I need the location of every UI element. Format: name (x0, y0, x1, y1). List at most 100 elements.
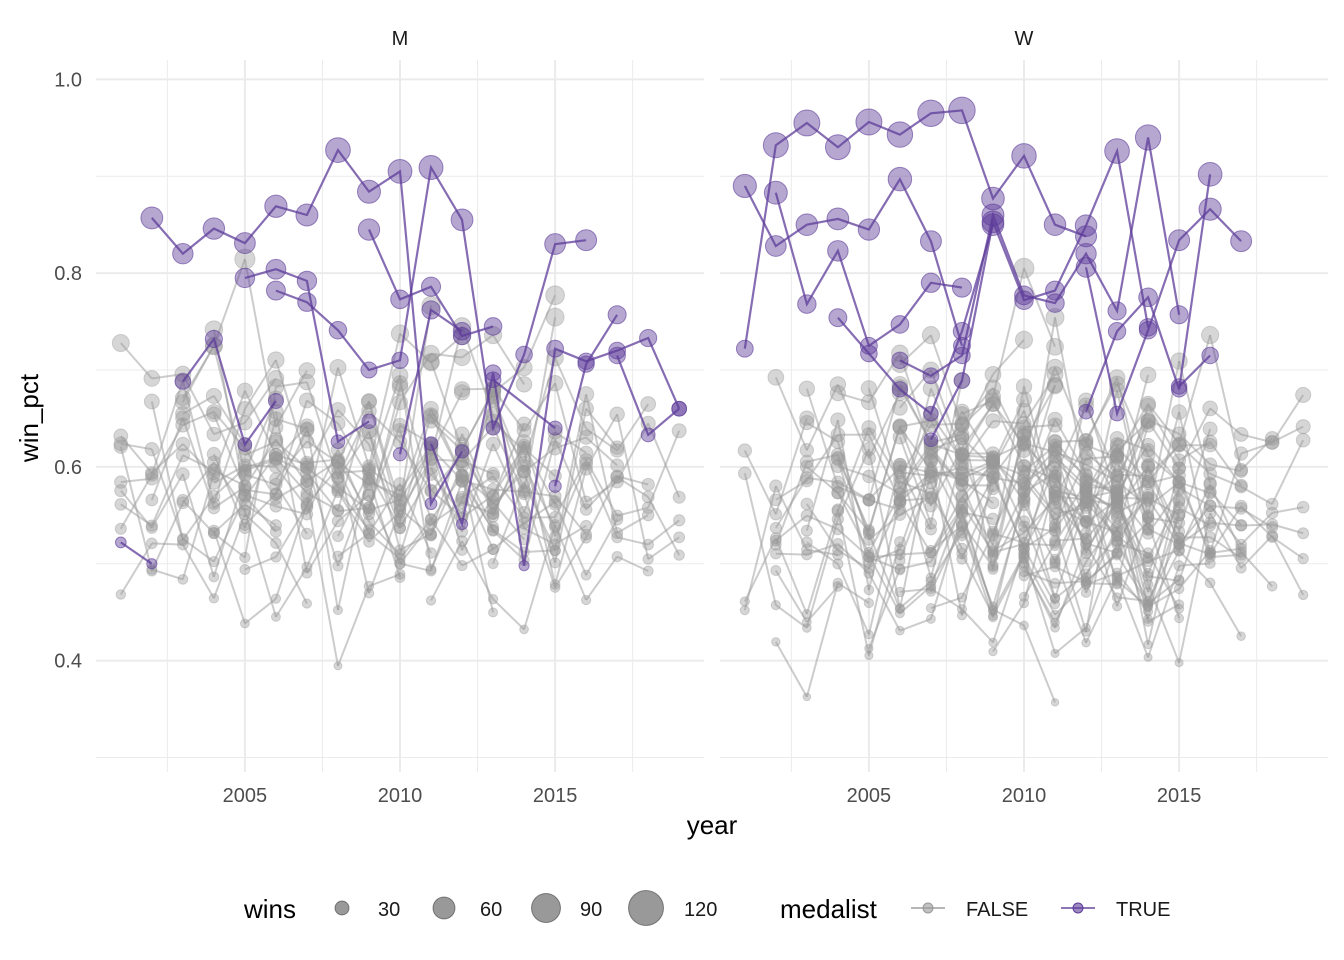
non-medalist-line (585, 519, 619, 576)
non-medalist-line (836, 448, 870, 520)
non-medalist-line (337, 422, 370, 480)
medalist-point (920, 272, 942, 293)
non-medalist-line (182, 499, 215, 534)
non-medalist-line (616, 422, 650, 483)
non-medalist-line (961, 373, 994, 436)
non-medalist-line (585, 459, 619, 517)
non-medalist-line (181, 373, 215, 435)
medalist-point (797, 294, 817, 314)
non-medalist-point (892, 419, 908, 435)
non-medalist-line (1147, 360, 1181, 516)
non-medalist-line (492, 475, 525, 519)
medalist-line (1084, 207, 1242, 418)
non-medalist-line (774, 537, 808, 615)
medalist-line (929, 147, 1150, 441)
non-medalist-line (523, 524, 557, 630)
non-medalist-line (836, 563, 870, 635)
non-medalist-point (268, 451, 283, 466)
non-medalist-point (301, 598, 313, 609)
medalist-point (575, 229, 598, 252)
non-medalist-line (1085, 473, 1118, 496)
non-medalist-line (806, 585, 839, 623)
non-medalist-point (893, 481, 907, 495)
medalist-point (420, 276, 442, 297)
non-medalist-line (430, 480, 463, 572)
medalist-point (387, 159, 413, 184)
non-medalist-line (1054, 418, 1087, 475)
non-medalist-point (832, 549, 844, 561)
non-medalist-line (1240, 507, 1273, 529)
medalist-point (424, 497, 438, 511)
non-medalist-line (523, 445, 556, 505)
x-tick-label: 2005 (223, 785, 268, 807)
medalist-point (328, 321, 348, 340)
medalist-point (267, 393, 284, 409)
non-medalist-line (1209, 407, 1242, 436)
non-medalist-line (1023, 424, 1056, 429)
color-legend-point (922, 902, 934, 914)
y-tick-label: 1.0 (54, 69, 82, 91)
non-medalist-line (1240, 485, 1273, 506)
medalist-point (795, 213, 819, 236)
non-medalist-line (399, 532, 432, 551)
non-medalist-line (461, 548, 494, 567)
medalist-point (922, 367, 940, 385)
non-medalist-point (1173, 544, 1185, 556)
non-medalist-line (867, 568, 901, 649)
medalist-line (743, 176, 964, 347)
medalist-point (546, 339, 564, 358)
non-medalist-line (337, 585, 370, 667)
non-medalist-line (151, 542, 183, 546)
non-medalist-line (1240, 551, 1273, 587)
non-medalist-line (1023, 317, 1057, 502)
medalist-point (827, 240, 849, 262)
non-medalist-line (647, 430, 681, 509)
non-medalist-line (1023, 498, 1056, 534)
non-medalist-line (492, 420, 525, 452)
non-medalist-point (580, 519, 593, 532)
medalist-point (515, 345, 533, 364)
non-medalist-point (610, 458, 625, 473)
non-medalist-line (120, 435, 153, 474)
non-medalist-point (1141, 458, 1156, 473)
non-medalist-line (244, 493, 277, 526)
non-medalist-point (1050, 617, 1060, 628)
non-medalist-line (836, 427, 870, 512)
non-medalist-line (1178, 444, 1211, 475)
non-medalist-line (774, 569, 808, 623)
medalist-point (886, 121, 914, 148)
non-medalist-line (275, 484, 308, 535)
non-medalist-line (243, 258, 277, 428)
non-medalist-line (1023, 419, 1056, 499)
non-medalist-line (119, 474, 153, 530)
non-medalist-line (899, 334, 932, 366)
non-medalist-line (1178, 334, 1212, 445)
non-medalist-line (992, 459, 1025, 527)
medalist-point (330, 434, 346, 449)
non-medalist-line (181, 544, 215, 599)
non-medalist-line (1178, 407, 1212, 469)
non-medalist-point (1018, 552, 1030, 564)
medalist-point (1134, 124, 1162, 151)
non-medalist-line (899, 443, 932, 489)
non-medalist-point (1266, 521, 1279, 534)
medalist-line (554, 314, 619, 487)
non-medalist-line (430, 415, 463, 446)
non-medalist-line (368, 444, 401, 529)
non-medalist-line (492, 443, 525, 513)
medalist-point (518, 560, 530, 572)
non-medalist-line (274, 400, 308, 495)
non-medalist-line (836, 419, 870, 591)
non-medalist-point (1049, 599, 1061, 610)
non-medalist-line (492, 447, 525, 515)
medalist-point (887, 166, 913, 192)
non-medalist-line (1271, 394, 1305, 444)
y-tick-label: 0.6 (54, 457, 82, 479)
non-medalist-line (774, 376, 808, 451)
non-medalist-line (1209, 504, 1242, 546)
medalist-point (392, 447, 408, 462)
non-medalist-point (1297, 527, 1310, 540)
non-medalist-line (150, 502, 184, 572)
non-medalist-line (647, 536, 680, 560)
medalist-line (1084, 174, 1212, 412)
